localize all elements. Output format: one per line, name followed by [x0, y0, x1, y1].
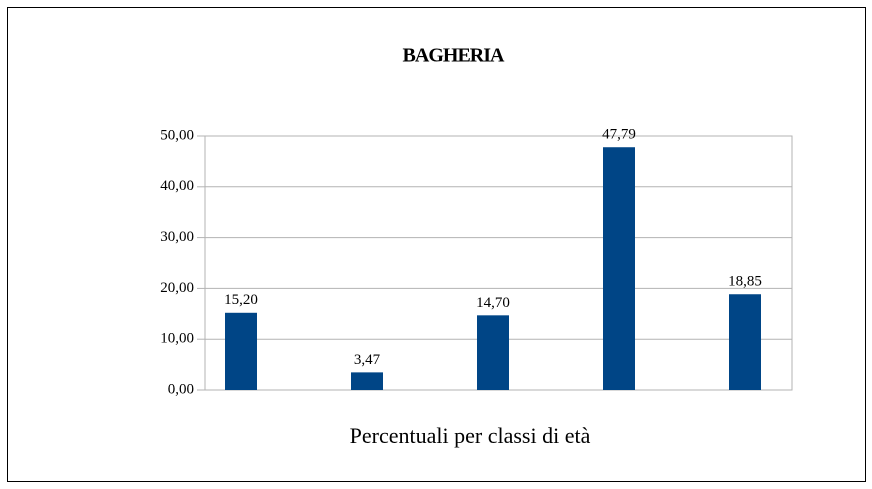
bar	[351, 372, 383, 390]
x-axis-label: Percentuali per classi di età	[350, 423, 591, 448]
bar	[603, 147, 635, 390]
bar	[225, 312, 257, 390]
y-tick-label: 50,00	[160, 127, 194, 143]
y-tick-label: 0,00	[168, 381, 194, 397]
y-tick-label: 10,00	[160, 331, 194, 347]
data-label: 14,70	[476, 295, 510, 311]
chart-title: BAGHERIA	[403, 45, 505, 67]
y-tick-label: 30,00	[160, 229, 194, 245]
data-label: 3,47	[354, 352, 381, 368]
data-label: 47,79	[602, 127, 636, 143]
bar	[729, 294, 761, 390]
y-tick-label: 20,00	[160, 280, 194, 296]
data-label: 18,85	[728, 274, 762, 290]
data-label: 15,20	[224, 292, 258, 308]
chart-border	[7, 7, 866, 482]
y-tick-label: 40,00	[160, 178, 194, 194]
bar	[477, 315, 509, 390]
